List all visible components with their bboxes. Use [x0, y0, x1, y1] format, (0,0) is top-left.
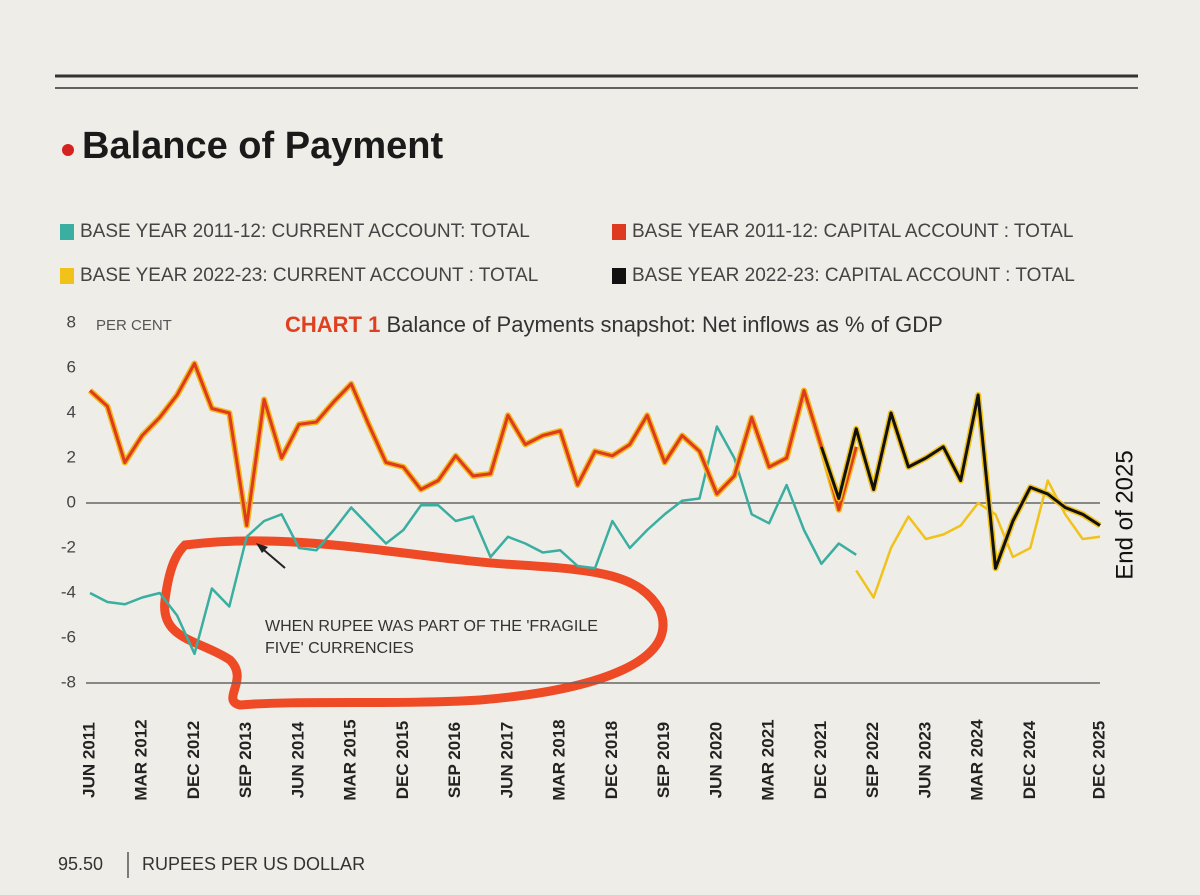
x-tick-label: DEC 2025: [1089, 721, 1108, 799]
legend-label: BASE YEAR 2011-12: CURRENT ACCOUNT: TOTA…: [80, 221, 530, 242]
legend-swatch: [612, 268, 626, 284]
subtitle-block: CHART 1 Balance of Payments snapshot: Ne…: [285, 312, 1075, 338]
y-tick-label: 6: [67, 357, 76, 376]
legend-swatch: [60, 224, 74, 240]
y-tick-label: 8: [67, 312, 76, 331]
x-tick-label: SEP 2019: [654, 722, 673, 798]
legend-label: BASE YEAR 2022-23: CAPITAL ACCOUNT : TOT…: [632, 265, 1075, 286]
x-tick-label: SEP 2016: [445, 722, 464, 798]
x-tick-label: SEP 2022: [863, 722, 882, 798]
x-tick-label: JUN 2023: [915, 722, 934, 799]
footer-value: 95.50: [58, 854, 103, 874]
x-tick-label: DEC 2024: [1020, 720, 1039, 799]
x-tick-label: SEP 2013: [236, 722, 255, 798]
y-tick-label: 2: [67, 447, 76, 466]
x-tick-label: MAR 2012: [132, 719, 151, 800]
footer-label: RUPEES PER US DOLLAR: [142, 854, 365, 874]
chart-title: Balance of Payment: [82, 125, 443, 167]
x-tick-label: JUN 2017: [497, 722, 516, 799]
annotation-arrowhead: [256, 543, 268, 553]
x-tick-label: MAR 2024: [968, 719, 987, 801]
series-line: [819, 393, 1101, 570]
x-tick-label: DEC 2018: [602, 721, 621, 799]
y-tick-label: 4: [67, 402, 76, 421]
y-tick-label: -2: [61, 537, 76, 556]
legend-label: BASE YEAR 2011-12: CAPITAL ACCOUNT : TOT…: [632, 221, 1073, 242]
chart-subtitle: Balance of Payments snapshot: Net inflow…: [386, 312, 943, 337]
x-tick-label: JUN 2020: [706, 722, 725, 799]
x-tick-label: MAR 2015: [341, 719, 360, 800]
x-tick-label: JUN 2011: [79, 722, 98, 798]
y-tick-label: -6: [61, 627, 76, 646]
legend-swatch: [612, 224, 626, 240]
annotation: WHEN RUPEE WAS PART OF THE 'FRAGILE FIVE…: [265, 618, 598, 657]
x-tick-label: DEC 2015: [393, 721, 412, 799]
chart-label: CHART 1: [285, 312, 381, 337]
highlight-circle: [160, 536, 668, 710]
x-tick-label: MAR 2021: [759, 719, 778, 800]
series-line: [88, 362, 858, 527]
legend-swatch: [60, 268, 74, 284]
series-line: [89, 425, 857, 656]
x-tick-label: JUN 2014: [288, 721, 307, 798]
y-unit-label: PER CENT: [96, 317, 172, 334]
y-tick-label: -8: [61, 672, 76, 691]
x-tick-label: DEC 2012: [184, 721, 203, 799]
x-tick-label: MAR 2018: [550, 719, 569, 800]
y-tick-label: -4: [61, 582, 76, 601]
legend-label: BASE YEAR 2022-23: CURRENT ACCOUNT : TOT…: [80, 265, 538, 286]
x-tick-label: DEC 2021: [811, 721, 830, 799]
title-dot: [62, 144, 74, 156]
y-tick-label: 0: [67, 492, 76, 511]
side-note: End of 2025: [1111, 450, 1138, 579]
